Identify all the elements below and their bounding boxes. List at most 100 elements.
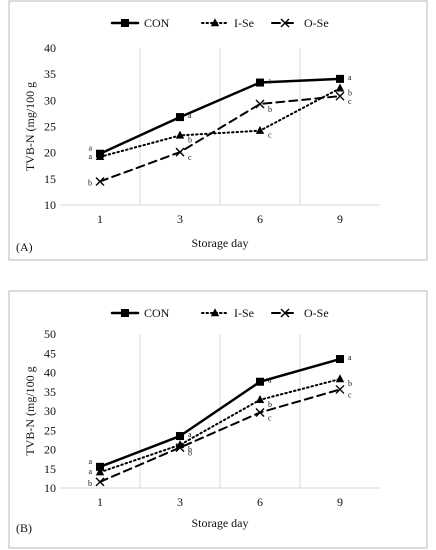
data-point-i-se <box>335 374 345 383</box>
y-tick-label: 35 <box>44 385 56 399</box>
data-point-con <box>256 78 264 87</box>
panel-label: (A) <box>16 240 33 254</box>
legend: CON I-Se O-Se <box>110 16 329 30</box>
legend-label: O-Se <box>304 16 329 30</box>
data-point-i-se <box>95 152 105 161</box>
x-tick-label: 6 <box>257 495 263 509</box>
data-point-con <box>336 74 344 83</box>
significance-label: b <box>88 178 92 187</box>
significance-label: a <box>88 467 92 476</box>
y-tick-label: 20 <box>44 146 56 160</box>
x-axis-label: Storage day <box>192 236 249 250</box>
x-tick-label: 1 <box>97 212 103 226</box>
significance-label: b <box>188 135 192 144</box>
significance-label: b <box>88 479 92 488</box>
significance-label: a <box>188 111 192 120</box>
data-point-o-se <box>175 147 185 157</box>
data-point-o-se <box>95 176 105 186</box>
legend-label: CON <box>144 16 170 30</box>
significance-label: b <box>188 449 192 458</box>
data-point-i-se <box>335 83 345 92</box>
data-point-o-se <box>95 477 105 487</box>
panel-frame <box>8 290 428 549</box>
y-tick-label: 40 <box>44 366 56 380</box>
data-point-i-se <box>255 125 265 134</box>
significance-label: c <box>268 131 272 140</box>
legend-marker <box>210 18 220 27</box>
significance-label: a <box>88 144 92 153</box>
data-point-con <box>176 432 184 441</box>
data-point-o-se <box>335 91 345 101</box>
series-line-i-se <box>99 378 341 474</box>
y-tick-label: 40 <box>44 41 56 55</box>
data-point-con <box>336 355 344 364</box>
data-point-i-se <box>95 467 105 476</box>
x-tick-label: 6 <box>257 212 263 226</box>
y-tick-label: 10 <box>44 198 56 212</box>
y-tick-label: 20 <box>44 443 56 457</box>
legend-marker <box>280 308 290 318</box>
legend-marker <box>210 308 220 317</box>
legend-marker <box>121 309 129 317</box>
legend-marker <box>121 19 129 27</box>
significance-label: b <box>188 445 192 454</box>
significance-label: a <box>348 353 352 362</box>
data-point-o-se <box>175 443 185 453</box>
x-axis-label: Storage day <box>192 516 249 530</box>
significance-label: a <box>188 430 192 439</box>
panel-label: (B) <box>16 521 32 535</box>
y-tick-label: 35 <box>44 67 56 81</box>
significance-label: a <box>88 457 92 466</box>
series-line-con <box>98 357 342 469</box>
x-tick-label: 1 <box>97 495 103 509</box>
data-point-o-se <box>335 384 345 394</box>
series-line-con <box>98 77 342 155</box>
significance-label: c <box>348 97 352 106</box>
data-point-i-se <box>175 130 185 139</box>
series-line-o-se <box>99 388 341 483</box>
y-tick-label: 45 <box>44 346 56 360</box>
x-tick-label: 3 <box>177 495 183 509</box>
y-tick-label: 15 <box>44 462 56 476</box>
y-tick-label: 30 <box>44 93 56 107</box>
y-tick-label: 25 <box>44 120 56 134</box>
legend-label: I-Se <box>234 16 254 30</box>
significance-label: b <box>268 400 272 409</box>
panel-frame <box>8 0 428 261</box>
x-tick-label: 9 <box>337 495 343 509</box>
panel-1: 10 15 20 25 30 35 40 1 3 6 9 TVB-N (mg/100 g Storage… <box>8 0 428 261</box>
x-tick-label: 9 <box>337 212 343 226</box>
significance-label: a <box>268 77 272 86</box>
data-point-o-se <box>255 99 265 109</box>
y-tick-label: 30 <box>44 404 56 418</box>
legend-label: I-Se <box>234 306 254 320</box>
significance-label: c <box>348 390 352 399</box>
y-tick-label: 25 <box>44 423 56 437</box>
x-tick-label: 3 <box>177 212 183 226</box>
y-tick-label: 50 <box>44 327 56 341</box>
legend-label: CON <box>144 306 170 320</box>
data-point-con <box>176 113 184 122</box>
significance-label: a <box>348 73 352 82</box>
significance-label: a <box>88 152 92 161</box>
series-line-o-se <box>99 95 341 183</box>
legend: CON I-Se O-Se <box>110 306 329 320</box>
significance-label: b <box>348 88 352 97</box>
y-axis-label: TVB-N (mg/100 g <box>23 82 37 171</box>
panel-2: 10 15 20 25 30 35 40 45 50 1 3 6 9 TVB-N (mg/100 g Sto… <box>8 290 428 549</box>
y-axis-label: TVB-N (mg/100 g <box>23 366 37 455</box>
legend-label: O-Se <box>304 306 329 320</box>
significance-label: c <box>268 414 272 423</box>
y-tick-label: 15 <box>44 172 56 186</box>
data-point-i-se <box>255 395 265 404</box>
data-point-con <box>256 377 264 386</box>
data-point-con <box>96 462 104 471</box>
series-line-i-se <box>99 87 341 158</box>
significance-label: c <box>188 153 192 162</box>
y-tick-label: 10 <box>44 481 56 495</box>
data-point-o-se <box>255 408 265 418</box>
significance-label: a <box>268 376 272 385</box>
significance-label: b <box>348 379 352 388</box>
legend-marker <box>280 18 290 28</box>
